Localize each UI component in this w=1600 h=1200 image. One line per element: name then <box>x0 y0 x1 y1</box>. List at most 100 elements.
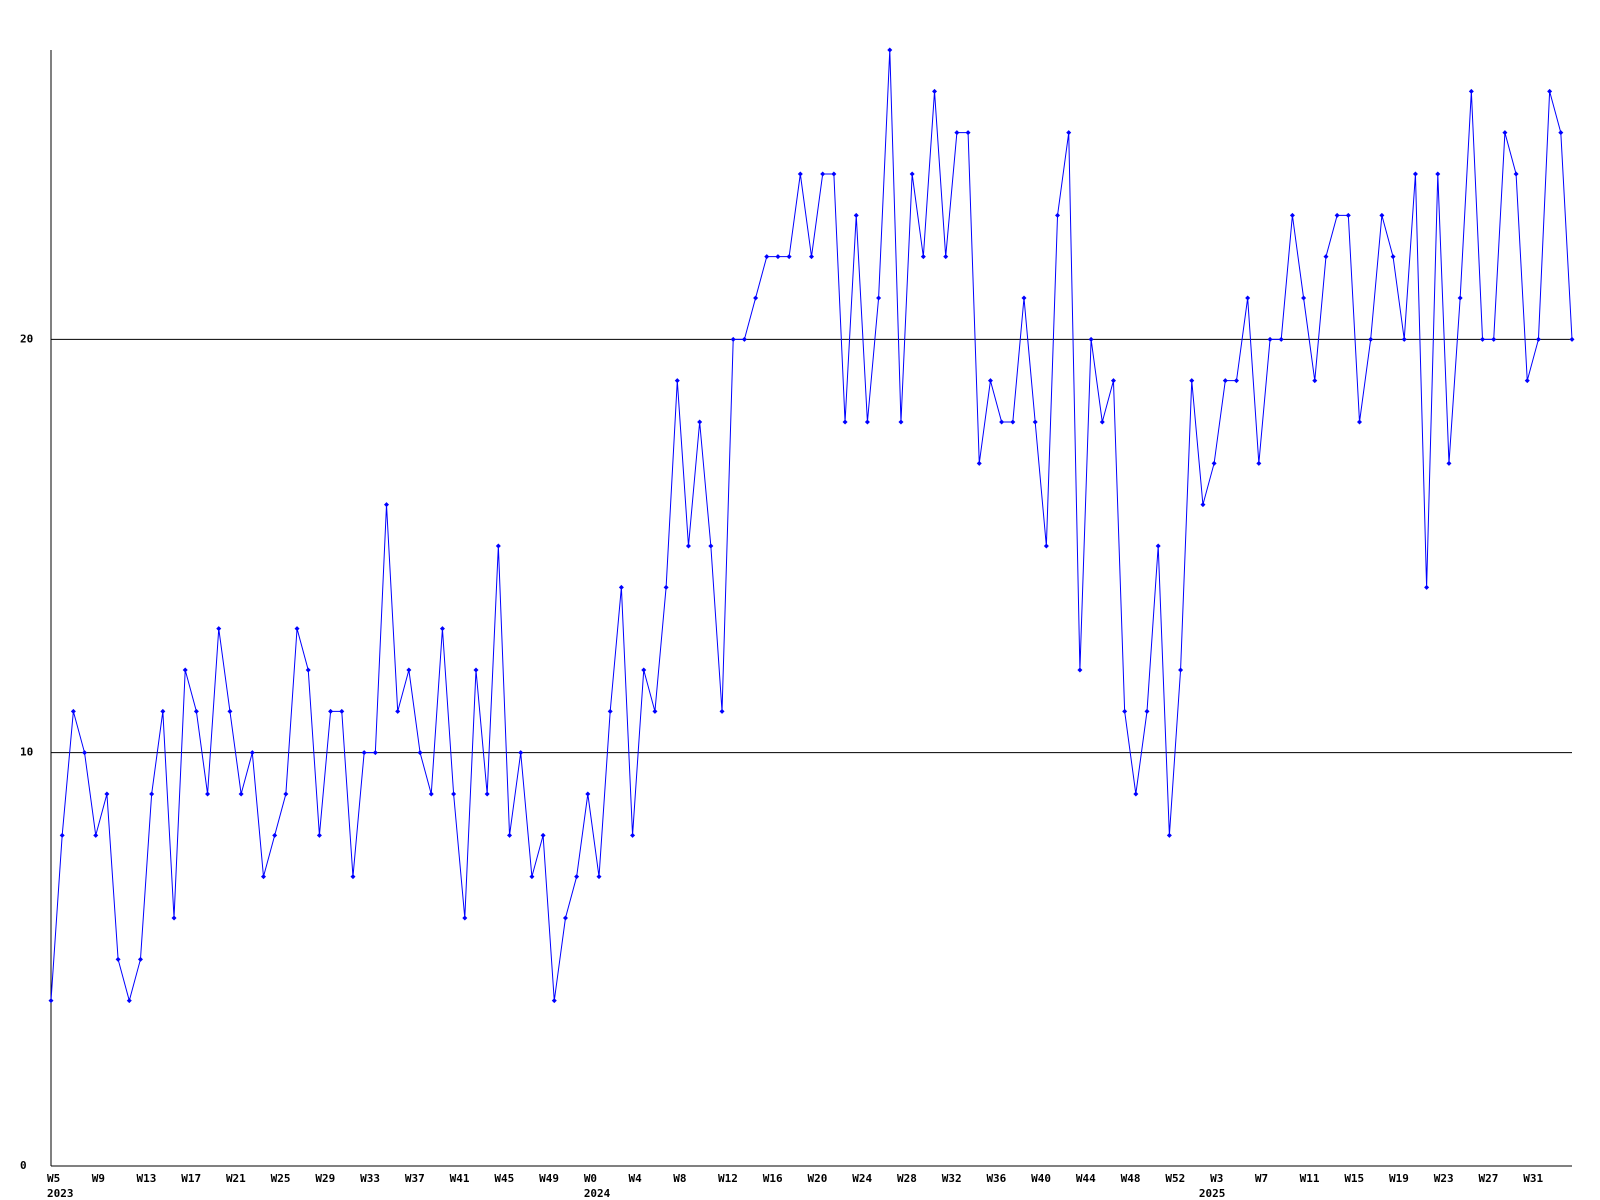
x-tick-label: W28 <box>897 1172 917 1185</box>
data-point <box>540 832 546 838</box>
x-tick-label: W36 <box>986 1172 1006 1185</box>
x-tick-label: W9 <box>92 1172 105 1185</box>
data-point <box>372 750 378 756</box>
data-point <box>1088 336 1094 342</box>
data-point <box>1289 212 1295 218</box>
data-point <box>1412 171 1418 177</box>
data-point <box>551 998 557 1004</box>
x-tick-label: W11 <box>1300 1172 1320 1185</box>
data-point <box>82 750 88 756</box>
data-point <box>518 750 524 756</box>
data-point <box>641 667 647 673</box>
data-point <box>1468 88 1474 94</box>
data-point <box>395 708 401 714</box>
data-point <box>1043 543 1049 549</box>
data-point <box>630 832 636 838</box>
x-tick-label: W29 <box>315 1172 335 1185</box>
data-point <box>283 791 289 797</box>
data-point <box>316 832 322 838</box>
x-tick-label: W5 <box>47 1172 60 1185</box>
data-point <box>305 667 311 673</box>
data-point <box>406 667 412 673</box>
data-point <box>976 460 982 466</box>
data-point <box>160 708 166 714</box>
data-point <box>1558 130 1564 136</box>
x-tick-label: W17 <box>181 1172 201 1185</box>
data-point <box>1390 254 1396 260</box>
data-point <box>1144 708 1150 714</box>
data-point <box>1122 708 1128 714</box>
data-point <box>1099 419 1105 425</box>
x-tick-label: W19 <box>1389 1172 1409 1185</box>
data-point <box>932 88 938 94</box>
x-tick-label: W25 <box>271 1172 291 1185</box>
data-point <box>193 708 199 714</box>
data-point <box>149 791 155 797</box>
x-tick-label: W24 <box>852 1172 872 1185</box>
data-point <box>1569 336 1575 342</box>
data-point <box>294 626 300 632</box>
data-point <box>1334 212 1340 218</box>
data-point <box>238 791 244 797</box>
y-tick-label: 20 <box>20 332 33 345</box>
x-tick-label: W7 <box>1255 1172 1268 1185</box>
data-point <box>1401 336 1407 342</box>
data-point <box>1066 130 1072 136</box>
data-point <box>339 708 345 714</box>
data-point <box>618 584 624 590</box>
data-point <box>820 171 826 177</box>
data-line <box>50 49 1573 1003</box>
data-point <box>797 171 803 177</box>
data-point <box>1166 832 1172 838</box>
x-tick-label: W27 <box>1479 1172 1499 1185</box>
x-tick-label: W13 <box>136 1172 156 1185</box>
data-point <box>708 543 714 549</box>
data-point <box>730 336 736 342</box>
data-point <box>1133 791 1139 797</box>
data-point <box>462 915 468 921</box>
data-point <box>954 130 960 136</box>
data-point <box>1055 212 1061 218</box>
data-point <box>674 378 680 384</box>
data-point <box>574 874 580 880</box>
x-tick-label: W8 <box>673 1172 686 1185</box>
data-point <box>115 956 121 962</box>
data-point <box>652 708 658 714</box>
x-tick-label: W23 <box>1434 1172 1454 1185</box>
data-point <box>1357 419 1363 425</box>
data-point <box>361 750 367 756</box>
data-point <box>484 791 490 797</box>
data-point <box>1480 336 1486 342</box>
x-tick-label: W33 <box>360 1172 380 1185</box>
data-point <box>205 791 211 797</box>
x-tick-label: W12 <box>718 1172 738 1185</box>
data-point <box>697 419 703 425</box>
data-point <box>1379 212 1385 218</box>
data-point <box>216 626 222 632</box>
data-point <box>887 47 893 53</box>
data-point <box>1301 295 1307 301</box>
x-tick-label: W45 <box>494 1172 514 1185</box>
data-point <box>260 874 266 880</box>
data-point <box>1278 336 1284 342</box>
data-point <box>1267 336 1273 342</box>
data-point <box>1513 171 1519 177</box>
data-point <box>93 832 99 838</box>
data-point <box>507 832 513 838</box>
data-point <box>943 254 949 260</box>
data-point <box>1424 584 1430 590</box>
data-point <box>350 874 356 880</box>
data-point <box>1155 543 1161 549</box>
data-point <box>1435 171 1441 177</box>
data-point <box>1032 419 1038 425</box>
data-point <box>171 915 177 921</box>
data-point <box>842 419 848 425</box>
data-point <box>1535 336 1541 342</box>
data-point <box>59 832 65 838</box>
x-tick-label: W49 <box>539 1172 559 1185</box>
x-tick-label: W15 <box>1344 1172 1364 1185</box>
data-point <box>451 791 457 797</box>
data-point <box>1200 502 1206 508</box>
x-tick-label: W3 <box>1210 1172 1223 1185</box>
